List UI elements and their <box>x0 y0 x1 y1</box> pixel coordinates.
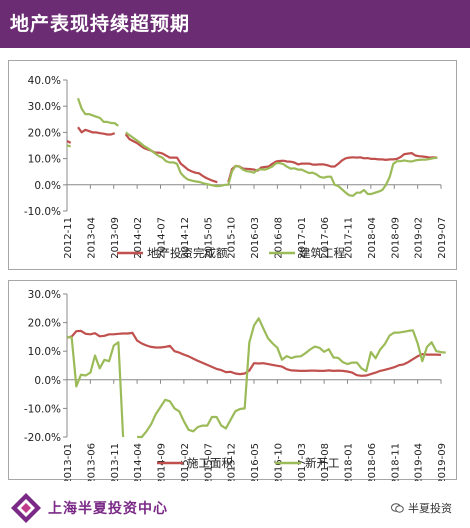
legend-label: 地产投资完成额 <box>147 246 228 260</box>
y-tick-label: 40.0% <box>28 75 61 87</box>
x-tick-label: 2016-05 <box>250 443 261 481</box>
x-tick-label: 2015-10 <box>227 217 238 259</box>
y-tick-label: 10.0% <box>28 346 61 358</box>
x-tick-label: 2018-06 <box>367 443 378 481</box>
x-tick-label: 2018-01 <box>344 443 355 481</box>
x-tick-label: 2017-03 <box>297 443 308 481</box>
page-header: 地产表现持续超预期 <box>0 0 470 48</box>
x-tick-label: 2013-01 <box>63 443 74 481</box>
y-tick-label: -10.0% <box>24 403 61 415</box>
x-tick-label: 2014-12 <box>180 217 191 259</box>
x-tick-label: 2018-09 <box>390 217 401 259</box>
x-tick-label: 2018-11 <box>390 443 401 481</box>
series-line-green <box>66 97 438 197</box>
page-title: 地产表现持续超预期 <box>10 13 191 35</box>
x-tick-label: 2015-05 <box>203 217 214 259</box>
legend-label: 新开工 <box>305 456 340 470</box>
x-tick-label: 2013-06 <box>86 443 97 481</box>
purple-diamond-logo-icon <box>11 493 41 523</box>
x-tick-label: 2012-11 <box>63 217 74 259</box>
legend-label: 施工面积 <box>187 456 233 470</box>
wechat-label: 半夏投资 <box>408 502 452 515</box>
x-tick-label: 2016-03 <box>250 217 261 259</box>
y-tick-label: 10.0% <box>28 154 61 166</box>
x-tick-label: 2016-08 <box>273 217 284 259</box>
x-tick-label: 2017-06 <box>320 217 331 259</box>
x-tick-label: 2013-09 <box>110 217 121 259</box>
x-tick-label: 2014-04 <box>133 443 144 481</box>
chart-2: 30.0% 20.0% 10.0% 0.0% -10.0% -20.0%2013-01 20… <box>24 289 448 481</box>
y-tick-label: 20.0% <box>28 318 61 330</box>
x-tick-label: 2014-02 <box>133 217 144 259</box>
series-line-red <box>66 329 442 377</box>
x-tick-label: 2019-07 <box>437 217 448 259</box>
y-tick-label: 30.0% <box>28 101 61 113</box>
series-line-red <box>66 126 438 184</box>
chart-panel-1: 40.0% 30.0% 20.0% 10.0% 0.0% -10.0% 2012-11 201… <box>8 60 457 270</box>
x-tick-label: 2017-08 <box>320 443 331 481</box>
legend-label: 建筑工程 <box>299 246 345 260</box>
x-tick-label: 2019-02 <box>414 217 425 259</box>
x-tick-label: 2018-04 <box>367 217 378 259</box>
x-tick-label: 2015-02 <box>180 443 191 481</box>
x-tick-label: 2013-04 <box>86 217 97 259</box>
x-tick-label: 2019-04 <box>414 443 425 481</box>
chart-1: 40.0% 30.0% 20.0% 10.0% 0.0% -10.0%2012-11 201… <box>24 75 448 260</box>
y-tick-label: -10.0% <box>24 206 61 218</box>
footer: 上海半夏投资中心 半夏投资 <box>0 488 470 528</box>
org-name: 上海半夏投资中心 <box>48 501 168 517</box>
series-line-green <box>66 317 446 439</box>
x-tick-label: 2015-07 <box>203 443 214 481</box>
wechat-icon <box>391 503 404 513</box>
y-tick-label: 0.0% <box>34 375 61 387</box>
x-tick-label: 2017-11 <box>344 217 355 259</box>
x-tick-label: 2019-09 <box>437 443 448 481</box>
x-tick-label: 2013-11 <box>110 443 121 481</box>
y-tick-label: 30.0% <box>28 289 61 301</box>
x-tick-label: 2014-07 <box>157 217 168 259</box>
x-tick-label: 2017-01 <box>297 217 308 259</box>
x-tick-label: 2015-12 <box>227 443 238 481</box>
chart-panel-2: 30.0% 20.0% 10.0% 0.0% -10.0% -20.0% 2013-01 20… <box>8 280 457 481</box>
y-tick-label: 20.0% <box>28 127 61 139</box>
y-tick-label: 0.0% <box>34 180 61 192</box>
wechat-account[interactable]: 半夏投资 <box>391 500 452 516</box>
y-tick-label: -20.0% <box>24 432 61 444</box>
